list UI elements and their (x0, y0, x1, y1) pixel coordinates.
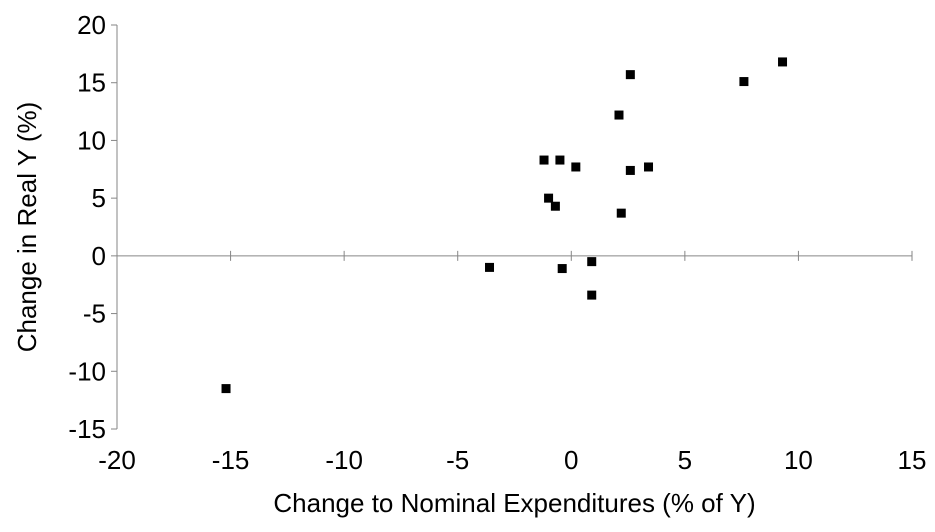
y-tick-label: 10 (77, 125, 106, 155)
data-point (544, 193, 554, 203)
data-point (625, 165, 635, 175)
data-point (221, 384, 231, 394)
data-point (539, 155, 549, 165)
x-tick-label: 15 (898, 445, 927, 475)
x-tick-label: -20 (98, 445, 136, 475)
data-point (485, 262, 495, 272)
x-tick-label: -10 (325, 445, 363, 475)
data-point (571, 162, 581, 172)
data-point (587, 290, 597, 300)
data-point (550, 201, 560, 211)
data-point (644, 162, 654, 172)
y-tick-label: -5 (83, 299, 106, 329)
y-axis-title: Change in Real Y (%) (12, 102, 42, 353)
axes (111, 24, 913, 430)
data-point (555, 155, 565, 165)
y-tick-label: -10 (68, 356, 106, 386)
y-tick-label: 5 (92, 183, 106, 213)
x-tick-label: 5 (678, 445, 692, 475)
data-points (221, 57, 788, 394)
data-point (739, 77, 749, 87)
x-tick-label: -15 (212, 445, 250, 475)
x-axis-title: Change to Nominal Expenditures (% of Y) (273, 488, 755, 518)
y-tick-label: 15 (77, 68, 106, 98)
y-tick-label: 20 (77, 10, 106, 40)
x-tick-label: -5 (446, 445, 469, 475)
y-tick-label: 0 (92, 241, 106, 271)
data-point (614, 110, 624, 120)
x-tick-label: 10 (784, 445, 813, 475)
data-point (625, 70, 635, 80)
y-tick-label: -15 (68, 414, 106, 444)
data-point (778, 57, 788, 67)
data-point (587, 257, 597, 267)
x-tick-label: 0 (564, 445, 578, 475)
data-point (557, 264, 567, 274)
data-point (616, 208, 626, 218)
